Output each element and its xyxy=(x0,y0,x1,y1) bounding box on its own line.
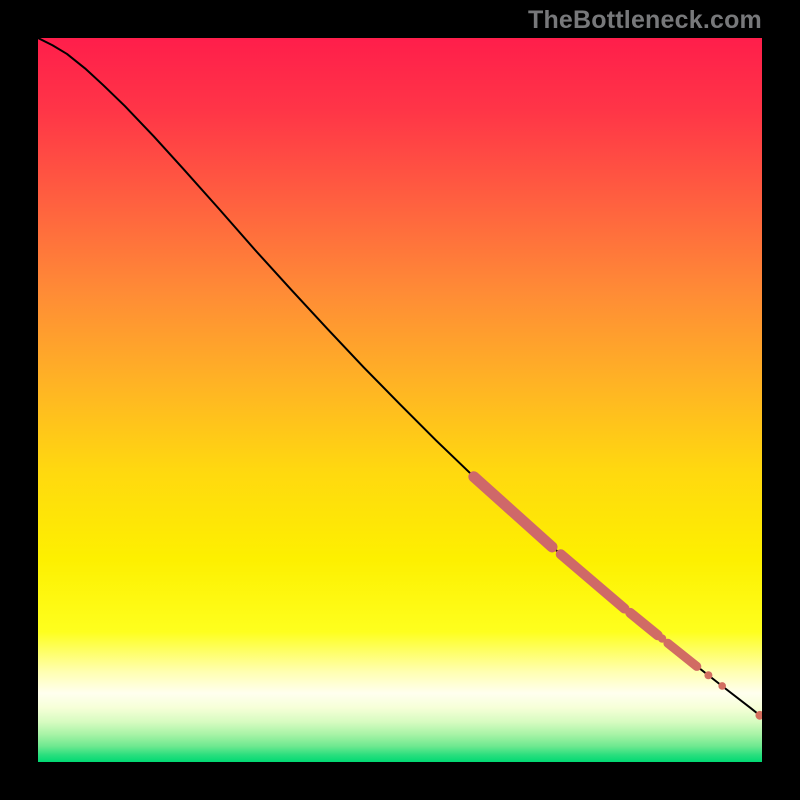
marker-dot xyxy=(658,634,666,642)
chart-plot xyxy=(38,38,762,762)
marker-dot xyxy=(704,671,712,679)
gradient-background xyxy=(38,38,762,762)
marker-dot xyxy=(718,682,726,690)
chart-container: TheBottleneck.com xyxy=(0,0,800,800)
watermark-text: TheBottleneck.com xyxy=(528,6,762,35)
